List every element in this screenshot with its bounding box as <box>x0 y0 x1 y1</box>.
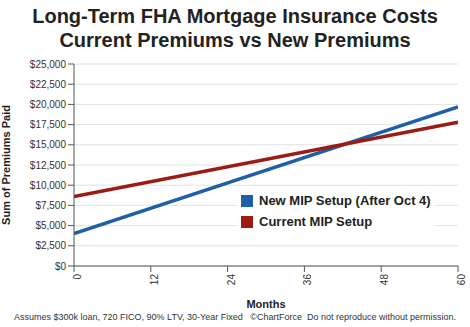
svg-text:0: 0 <box>72 274 83 280</box>
html-text:Current MIP Setup: Current MIP Setup <box>259 214 373 229</box>
svg-text:Months: Months <box>246 298 285 310</box>
svg-text:Sum of Premiums Paid: Sum of Premiums Paid <box>8 105 12 225</box>
html-text:Current Premiums vs New Premiu: Current Premiums vs New Premiums <box>59 29 411 51</box>
svg-text:$15,000: $15,000 <box>30 139 67 150</box>
svg-text:$7,500: $7,500 <box>35 200 66 211</box>
html-text:New MIP Setup (After Oct 4): New MIP Setup (After Oct 4) <box>259 193 431 208</box>
svg-text:$22,500: $22,500 <box>30 79 67 90</box>
svg-text:$17,500: $17,500 <box>30 119 67 130</box>
svg-text:$25,000: $25,000 <box>30 59 67 70</box>
svg-text:36: 36 <box>303 274 314 286</box>
svg-text:$2,500: $2,500 <box>35 240 66 251</box>
html-text:©ChartForce Do not reproduce w: ©ChartForce Do not reproduce without per… <box>250 312 456 322</box>
svg-text:$0: $0 <box>55 261 67 272</box>
svg-text:$20,000: $20,000 <box>30 99 67 110</box>
html-text:Long-Term FHA Mortgage Insuran: Long-Term FHA Mortgage Insurance Costs <box>32 5 438 27</box>
svg-text:60: 60 <box>456 274 462 286</box>
svg-text:$5,000: $5,000 <box>35 220 66 231</box>
svg-text:$12,500: $12,500 <box>30 160 67 171</box>
svg-text:$10,000: $10,000 <box>30 180 67 191</box>
svg-text:48: 48 <box>379 274 390 286</box>
svg-text:12: 12 <box>149 274 160 286</box>
svg-text:24: 24 <box>226 274 237 286</box>
html-text:Assumes $300k loan, 720 FICO,: Assumes $300k loan, 720 FICO, 90% LTV, 3… <box>14 312 243 322</box>
